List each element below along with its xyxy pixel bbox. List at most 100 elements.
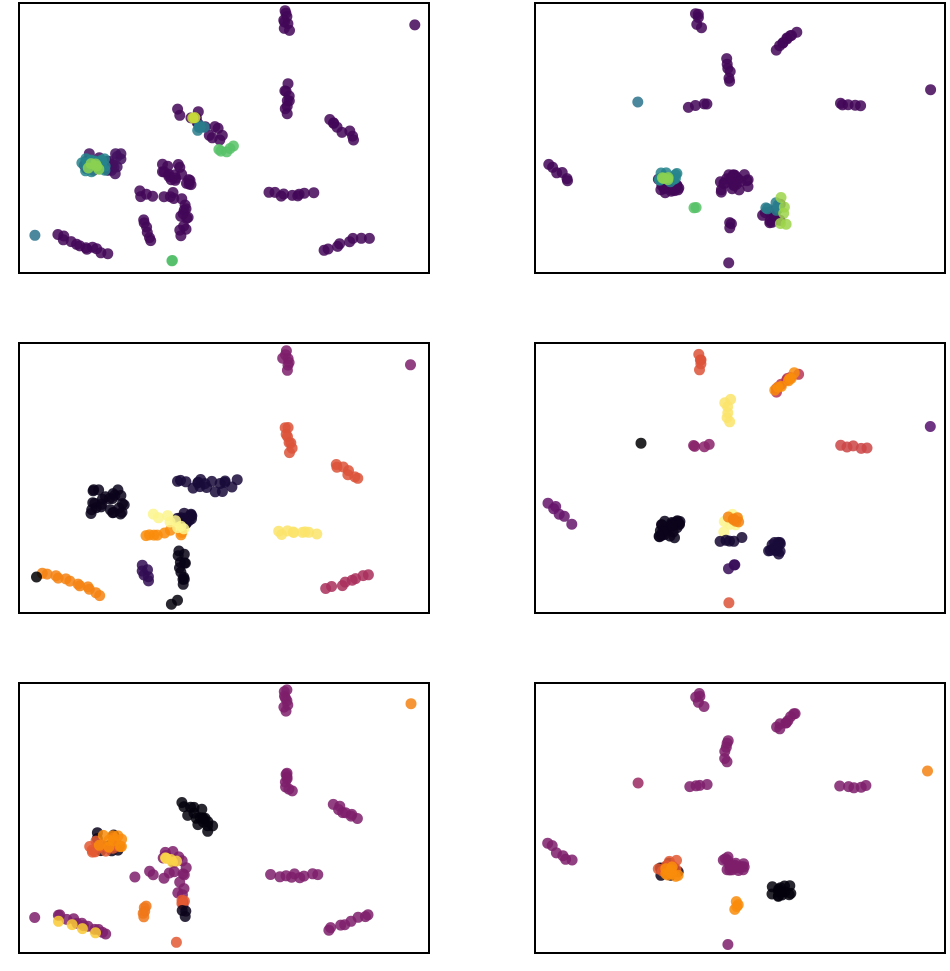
scatter-panel-bottom-right xyxy=(534,682,946,954)
data-point xyxy=(178,523,190,535)
data-point xyxy=(924,421,936,432)
data-point xyxy=(726,862,738,873)
data-point xyxy=(351,813,363,824)
data-point xyxy=(85,158,97,170)
data-point xyxy=(772,536,784,548)
data-point xyxy=(558,510,570,522)
data-point xyxy=(284,24,295,36)
data-point xyxy=(735,175,747,187)
data-point xyxy=(116,506,128,518)
scatter-plot xyxy=(543,8,937,269)
data-point xyxy=(162,160,174,172)
scatter-plot xyxy=(29,5,421,267)
data-point xyxy=(90,927,101,939)
data-point xyxy=(31,571,42,583)
data-point xyxy=(280,705,292,717)
data-point xyxy=(348,134,359,146)
data-point xyxy=(168,193,180,204)
data-point xyxy=(85,508,97,519)
data-point xyxy=(355,232,367,244)
data-point xyxy=(175,474,186,486)
data-point xyxy=(363,232,375,244)
data-point xyxy=(775,192,787,203)
data-point xyxy=(669,532,680,544)
data-point xyxy=(147,190,159,202)
data-point xyxy=(689,440,701,452)
data-point xyxy=(265,869,277,880)
data-point xyxy=(87,485,99,497)
data-point xyxy=(94,590,106,602)
data-point xyxy=(666,861,678,873)
scatter-plot xyxy=(31,345,416,610)
data-point xyxy=(860,780,872,791)
data-point xyxy=(722,939,734,950)
data-point xyxy=(325,922,337,934)
data-point xyxy=(153,512,164,524)
data-point xyxy=(29,912,41,923)
data-point xyxy=(100,928,112,940)
data-point xyxy=(723,597,735,609)
data-point xyxy=(632,96,644,108)
data-point xyxy=(183,174,195,186)
data-point xyxy=(788,367,800,379)
scatter-panel-top-right xyxy=(534,2,946,274)
data-point xyxy=(715,186,727,198)
data-point xyxy=(670,870,682,882)
data-point xyxy=(284,447,295,459)
data-point xyxy=(286,785,298,797)
data-point xyxy=(160,852,171,864)
data-point xyxy=(779,880,790,892)
data-point xyxy=(287,526,299,538)
data-point xyxy=(116,833,128,845)
data-point xyxy=(308,187,320,199)
data-point xyxy=(168,866,180,878)
data-point xyxy=(29,229,41,241)
data-point xyxy=(728,513,739,525)
data-point xyxy=(93,839,105,851)
data-point xyxy=(74,580,86,592)
data-point xyxy=(66,919,78,931)
data-point xyxy=(632,777,644,789)
data-point xyxy=(298,187,310,199)
data-point xyxy=(834,780,846,792)
data-point xyxy=(362,569,374,581)
data-point xyxy=(861,442,873,454)
data-point xyxy=(635,437,647,449)
data-point xyxy=(701,779,713,790)
data-point xyxy=(855,100,867,112)
data-point xyxy=(724,416,736,428)
data-point xyxy=(566,518,578,530)
data-point xyxy=(562,175,573,187)
data-point xyxy=(278,188,290,200)
data-point xyxy=(214,478,226,489)
data-point xyxy=(165,598,177,610)
data-point xyxy=(179,911,191,922)
data-point xyxy=(103,493,115,505)
data-point xyxy=(409,19,421,31)
data-point xyxy=(737,864,749,876)
data-point xyxy=(178,895,190,907)
data-point xyxy=(788,708,800,720)
data-point xyxy=(696,22,707,34)
data-point xyxy=(76,923,88,935)
data-point xyxy=(174,109,186,121)
data-point xyxy=(662,172,674,184)
data-point xyxy=(729,903,741,915)
data-point xyxy=(97,829,109,841)
data-point xyxy=(736,532,748,543)
data-point xyxy=(281,108,293,120)
scatter-panel-middle-right xyxy=(534,342,946,614)
data-point xyxy=(96,498,108,510)
data-point xyxy=(115,148,127,160)
data-point xyxy=(226,481,238,493)
data-point xyxy=(206,475,218,487)
data-point xyxy=(227,140,239,152)
data-point xyxy=(169,169,181,181)
data-point xyxy=(147,869,159,881)
data-point xyxy=(698,701,710,712)
data-point xyxy=(689,100,701,111)
data-point xyxy=(791,26,803,38)
data-point xyxy=(721,756,733,768)
data-point xyxy=(667,519,678,531)
data-point xyxy=(166,255,178,267)
